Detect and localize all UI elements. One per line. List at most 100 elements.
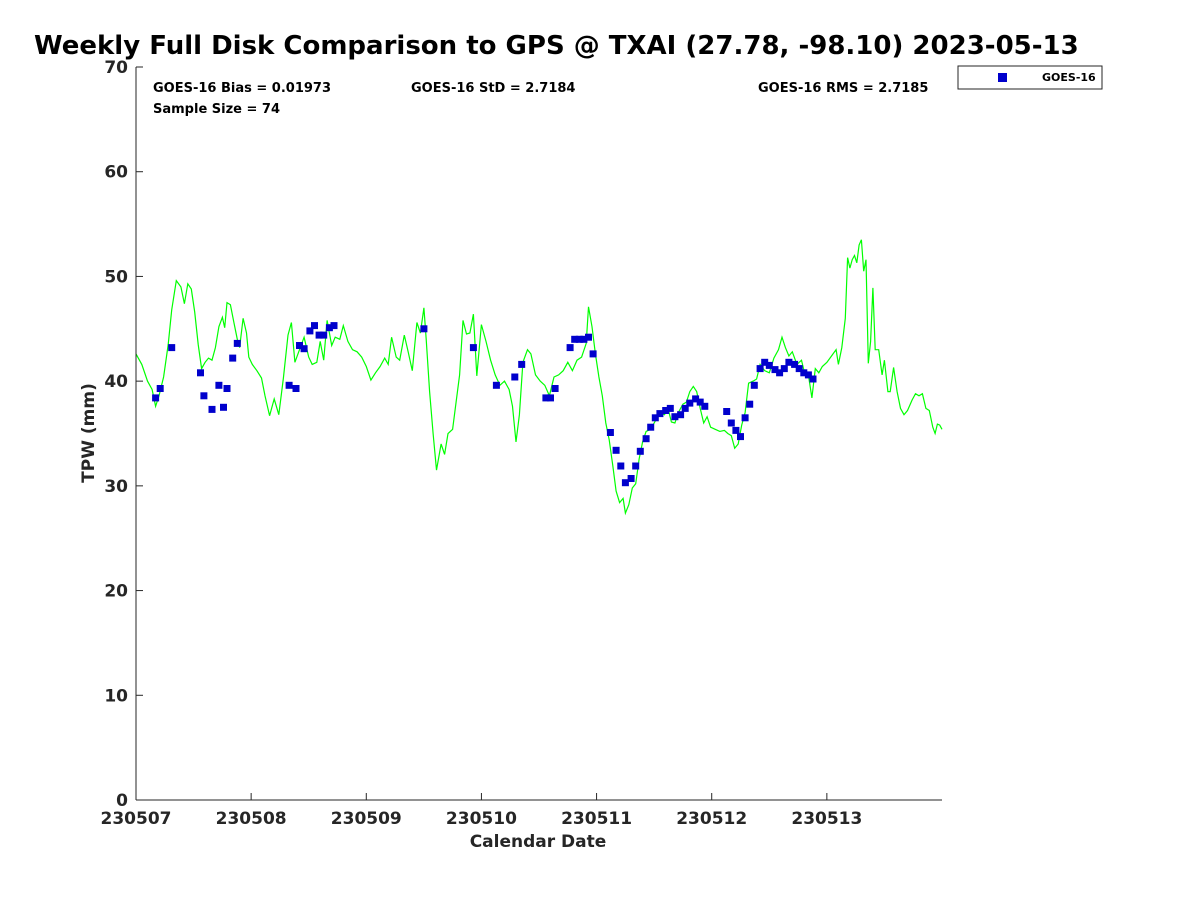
goes-data-point: [671, 413, 679, 421]
goes-data-point: [492, 381, 500, 389]
sample-size-stat: Sample Size = 74: [153, 102, 280, 117]
goes-data-point: [330, 322, 338, 330]
x-tick-label: 230511: [561, 809, 632, 829]
goes-data-point: [311, 322, 318, 330]
plot-area: [135, 239, 943, 516]
x-tick-label: 230510: [446, 809, 517, 829]
goes-data-point: [701, 402, 709, 410]
goes-data-point: [575, 335, 583, 343]
y-tick-label: 50: [104, 267, 128, 287]
x-tick-label: 230513: [791, 809, 862, 829]
y-tick-label: 20: [104, 582, 128, 602]
y-tick-label: 0: [116, 791, 128, 811]
goes-data-point: [795, 365, 803, 373]
goes-data-point: [220, 403, 227, 411]
goes-data-point: [686, 399, 694, 407]
goes-data-point: [285, 381, 293, 389]
y-tick-label: 40: [104, 372, 128, 392]
y-tick-label: 10: [104, 686, 128, 706]
legend-box: [957, 65, 1103, 90]
goes-data-point: [606, 429, 614, 436]
goes-data-point: [750, 381, 758, 389]
goes-data-point: [666, 404, 674, 412]
x-tick-label: 230508: [216, 809, 287, 829]
goes-data-point: [518, 360, 526, 368]
bias-stat: GOES-16 Bias = 0.01973: [153, 81, 331, 96]
goes-data-point: [696, 398, 704, 406]
goes-data-point: [723, 408, 731, 415]
goes-data-point: [647, 423, 655, 431]
goes-data-point: [681, 404, 689, 412]
y-tick-label: 70: [104, 58, 128, 78]
goes-data-point: [692, 395, 700, 403]
goes-data-point: [511, 373, 519, 381]
x-axis-title: Calendar Date: [470, 832, 607, 852]
goes-data-point: [780, 365, 788, 373]
goes-data-point: [727, 419, 735, 427]
goes-data-point: [208, 405, 216, 413]
x-ticks: 230507 230508 230509 230510 230511 230512 2305…: [101, 793, 862, 829]
goes-data-point: [761, 358, 769, 366]
goes-data-point: [315, 331, 323, 339]
goes-data-point: [168, 344, 176, 352]
goes-data-point: [320, 331, 328, 339]
goes-data-point: [656, 410, 664, 418]
goes-data-point: [732, 426, 740, 434]
goes-data-point: [785, 358, 793, 366]
goes-data-point: [229, 354, 237, 362]
goes-data-point: [551, 385, 559, 392]
goes-data-point: [800, 369, 808, 377]
goes-data-point: [746, 400, 754, 408]
goes-data-point: [612, 446, 620, 454]
gps-tpw-line: [135, 239, 943, 516]
goes-data-point: [737, 433, 744, 441]
y-ticks: 0 10 20 30 40 50 60 70: [104, 58, 143, 811]
goes-data-point: [662, 407, 670, 414]
legend: GOES-16: [957, 65, 1103, 90]
goes-data-point: [776, 369, 784, 377]
goes-data-point: [223, 385, 231, 392]
goes-data-point: [300, 345, 308, 353]
goes-data-point: [292, 385, 300, 392]
std-stat: GOES-16 StD = 2.7184: [411, 81, 575, 96]
x-tick-label: 230512: [676, 809, 747, 829]
goes-data-point: [156, 385, 164, 392]
goes-data-point: [756, 365, 764, 373]
legend-label: GOES-16: [1042, 71, 1096, 84]
x-tick-label: 230507: [101, 809, 172, 829]
y-axis-title: TPW (mm): [79, 383, 99, 483]
goes-data-point: [215, 381, 223, 389]
goes-data-point: [632, 462, 640, 470]
y-tick-label: 60: [104, 163, 128, 183]
goes-data-point: [636, 447, 644, 455]
goes-data-point: [677, 411, 685, 419]
goes-data-point: [233, 339, 241, 347]
axes: [135, 67, 942, 801]
goes-data-point: [306, 327, 314, 335]
goes-data-point: [152, 394, 160, 402]
goes-data-point: [627, 475, 635, 482]
goes-data-point: [589, 350, 597, 358]
goes-data-point: [547, 394, 554, 402]
goes-data-point: [741, 414, 749, 422]
goes-data-point: [809, 375, 817, 383]
y-tick-label: 30: [104, 477, 128, 497]
goes-data-point: [791, 360, 799, 368]
goes-data-point: [571, 335, 579, 343]
goes-data-point: [617, 462, 625, 470]
goes-data-point: [566, 344, 574, 352]
goes-data-point: [469, 344, 477, 352]
rms-stat: GOES-16 RMS = 2.7185: [758, 81, 928, 96]
goes-marker-layer: [152, 322, 817, 487]
goes-data-point: [651, 414, 659, 422]
chart-title: Weekly Full Disk Comparison to GPS @ TXA…: [34, 31, 1079, 61]
goes-data-point: [325, 324, 333, 332]
gps-line-layer: [135, 239, 943, 516]
goes-data-point: [765, 361, 773, 369]
goes-data-point: [200, 392, 208, 400]
x-tick-label: 230509: [331, 809, 402, 829]
goes-data-point: [771, 366, 779, 374]
goes-data-point: [804, 371, 812, 379]
goes-data-point: [642, 435, 650, 443]
